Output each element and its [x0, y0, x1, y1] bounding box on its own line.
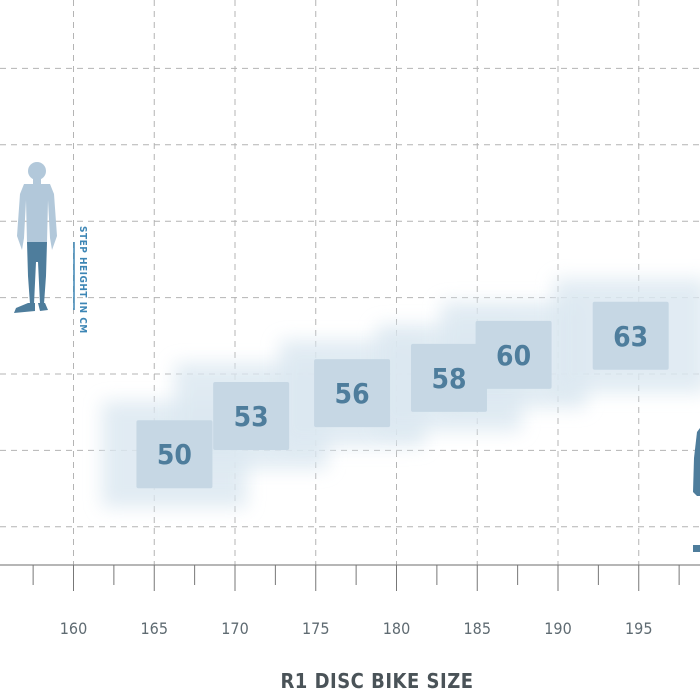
size-label: 50 [157, 438, 192, 471]
size-box [136, 420, 213, 489]
size-label: 63 [613, 320, 648, 353]
x-tick-label: 185 [464, 619, 491, 638]
size-boxes: 50 53 56 58 60 63 [136, 301, 669, 489]
size-box [213, 382, 290, 451]
x-axis-title: R1 DISC BIKE SIZE [280, 669, 473, 693]
x-tick-label: 180 [383, 619, 410, 638]
x-tick-label: 175 [302, 619, 329, 638]
size-label: 56 [335, 377, 370, 410]
person-figure-icon [14, 162, 75, 313]
x-tick-label: 190 [544, 619, 571, 638]
x-tick-label: 195 [625, 619, 652, 638]
size-box [475, 320, 552, 389]
size-label: 60 [496, 339, 531, 372]
size-box [314, 359, 391, 428]
x-tick-label: 165 [141, 619, 168, 638]
y-axis-label: STEP HEIGHT IN CM [77, 226, 88, 334]
size-box [592, 301, 669, 370]
size-label: 53 [234, 400, 269, 433]
size-label: 58 [431, 362, 466, 395]
x-axis: 160 165 170 175 180 185 190 195 [0, 564, 700, 638]
person-figure-right-icon [693, 428, 700, 552]
x-tick-label: 160 [60, 619, 87, 638]
x-tick-label: 170 [221, 619, 248, 638]
size-box [410, 343, 487, 412]
